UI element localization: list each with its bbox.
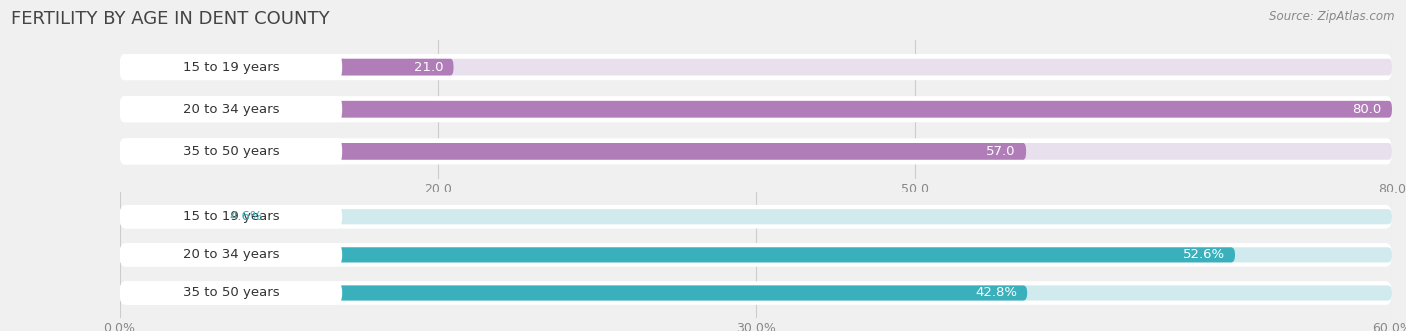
FancyBboxPatch shape xyxy=(120,243,1392,267)
FancyBboxPatch shape xyxy=(120,247,1392,262)
FancyBboxPatch shape xyxy=(120,59,1392,75)
FancyBboxPatch shape xyxy=(120,243,342,267)
Text: 35 to 50 years: 35 to 50 years xyxy=(183,145,280,158)
FancyBboxPatch shape xyxy=(120,209,1392,224)
Text: Source: ZipAtlas.com: Source: ZipAtlas.com xyxy=(1270,10,1395,23)
FancyBboxPatch shape xyxy=(120,138,342,165)
FancyBboxPatch shape xyxy=(120,96,342,122)
Text: 35 to 50 years: 35 to 50 years xyxy=(183,287,280,300)
FancyBboxPatch shape xyxy=(120,101,1392,118)
Text: 42.8%: 42.8% xyxy=(974,287,1017,300)
Text: 20 to 34 years: 20 to 34 years xyxy=(183,103,280,116)
FancyBboxPatch shape xyxy=(120,247,1234,262)
FancyBboxPatch shape xyxy=(120,96,1392,122)
FancyBboxPatch shape xyxy=(120,143,1026,160)
FancyBboxPatch shape xyxy=(120,281,1392,305)
FancyBboxPatch shape xyxy=(120,138,1392,165)
FancyBboxPatch shape xyxy=(120,285,1392,301)
Text: 20 to 34 years: 20 to 34 years xyxy=(183,248,280,261)
FancyBboxPatch shape xyxy=(120,54,1392,80)
FancyBboxPatch shape xyxy=(120,205,1392,229)
Text: 15 to 19 years: 15 to 19 years xyxy=(183,210,280,223)
FancyBboxPatch shape xyxy=(120,101,1392,118)
Text: 80.0: 80.0 xyxy=(1353,103,1382,116)
FancyBboxPatch shape xyxy=(120,205,342,229)
FancyBboxPatch shape xyxy=(120,59,454,75)
Text: 21.0: 21.0 xyxy=(413,61,443,73)
FancyBboxPatch shape xyxy=(120,143,1392,160)
Text: FERTILITY BY AGE IN DENT COUNTY: FERTILITY BY AGE IN DENT COUNTY xyxy=(11,10,330,28)
FancyBboxPatch shape xyxy=(120,54,342,80)
FancyBboxPatch shape xyxy=(120,209,217,224)
FancyBboxPatch shape xyxy=(120,285,1028,301)
FancyBboxPatch shape xyxy=(120,281,342,305)
Text: 4.6%: 4.6% xyxy=(229,210,263,223)
Text: 52.6%: 52.6% xyxy=(1182,248,1225,261)
Text: 57.0: 57.0 xyxy=(987,145,1017,158)
Text: 15 to 19 years: 15 to 19 years xyxy=(183,61,280,73)
